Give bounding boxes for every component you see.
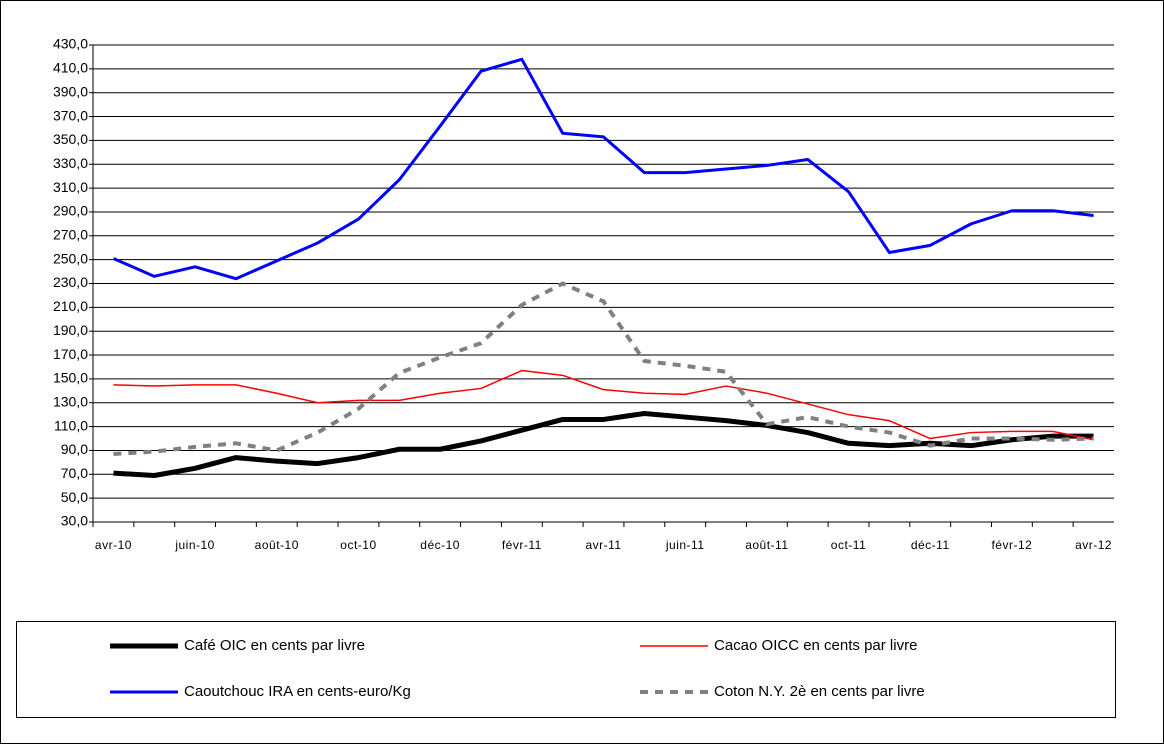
- legend-box: [16, 621, 1116, 718]
- y-tick-label: 350,0: [53, 131, 88, 147]
- y-tick-label: 210,0: [53, 298, 88, 314]
- x-tick-label: juin-10: [174, 538, 215, 552]
- x-tick-label: avr-12: [1075, 538, 1112, 552]
- y-tick-label: 290,0: [53, 203, 88, 219]
- x-tick-label: avr-10: [95, 538, 132, 552]
- y-tick-label: 230,0: [53, 274, 88, 290]
- series-line: [113, 410, 1094, 478]
- legend-label: Café OIC en cents par livre: [184, 637, 365, 654]
- series-line: [112, 57, 1094, 281]
- y-tick-label: 430,0: [53, 36, 88, 52]
- series-line: [113, 369, 1094, 441]
- y-tick-label: 370,0: [53, 107, 88, 123]
- x-tick-label: juin-11: [665, 538, 705, 552]
- x-tick-label: août-10: [255, 538, 299, 552]
- y-tick-label: 50,0: [61, 489, 88, 505]
- y-tick-label: 410,0: [53, 60, 88, 76]
- y-tick-label: 90,0: [61, 441, 88, 457]
- y-tick-label: 170,0: [53, 346, 88, 362]
- y-tick-label: 250,0: [53, 250, 88, 266]
- x-tick-label: déc-11: [911, 538, 950, 552]
- x-tick-label: oct-11: [831, 538, 866, 552]
- y-tick-label: 130,0: [53, 393, 88, 409]
- x-tick-label: août-11: [745, 538, 788, 552]
- legend-label: Cacao OICC en cents par livre: [714, 637, 917, 654]
- y-tick-label: 110,0: [54, 417, 88, 433]
- x-tick-label: févr-11: [502, 538, 542, 552]
- x-tick-label: déc-10: [420, 538, 460, 552]
- series-line: [113, 281, 1094, 457]
- x-tick-label: févr-12: [991, 538, 1032, 552]
- y-tick-label: 30,0: [61, 513, 88, 529]
- y-tick-label: 390,0: [53, 83, 88, 99]
- x-tick-label: oct-10: [340, 538, 376, 552]
- y-tick-label: 310,0: [53, 179, 88, 195]
- y-tick-label: 70,0: [61, 465, 88, 481]
- x-tick-label: avr-11: [585, 538, 621, 552]
- y-tick-label: 270,0: [53, 227, 88, 243]
- legend-label: Caoutchouc IRA en cents-euro/Kg: [184, 683, 411, 700]
- y-tick-label: 330,0: [53, 155, 88, 171]
- y-tick-label: 190,0: [53, 322, 88, 338]
- y-tick-label: 150,0: [53, 370, 88, 386]
- legend-label: Coton N.Y. 2è en cents par livre: [714, 683, 925, 700]
